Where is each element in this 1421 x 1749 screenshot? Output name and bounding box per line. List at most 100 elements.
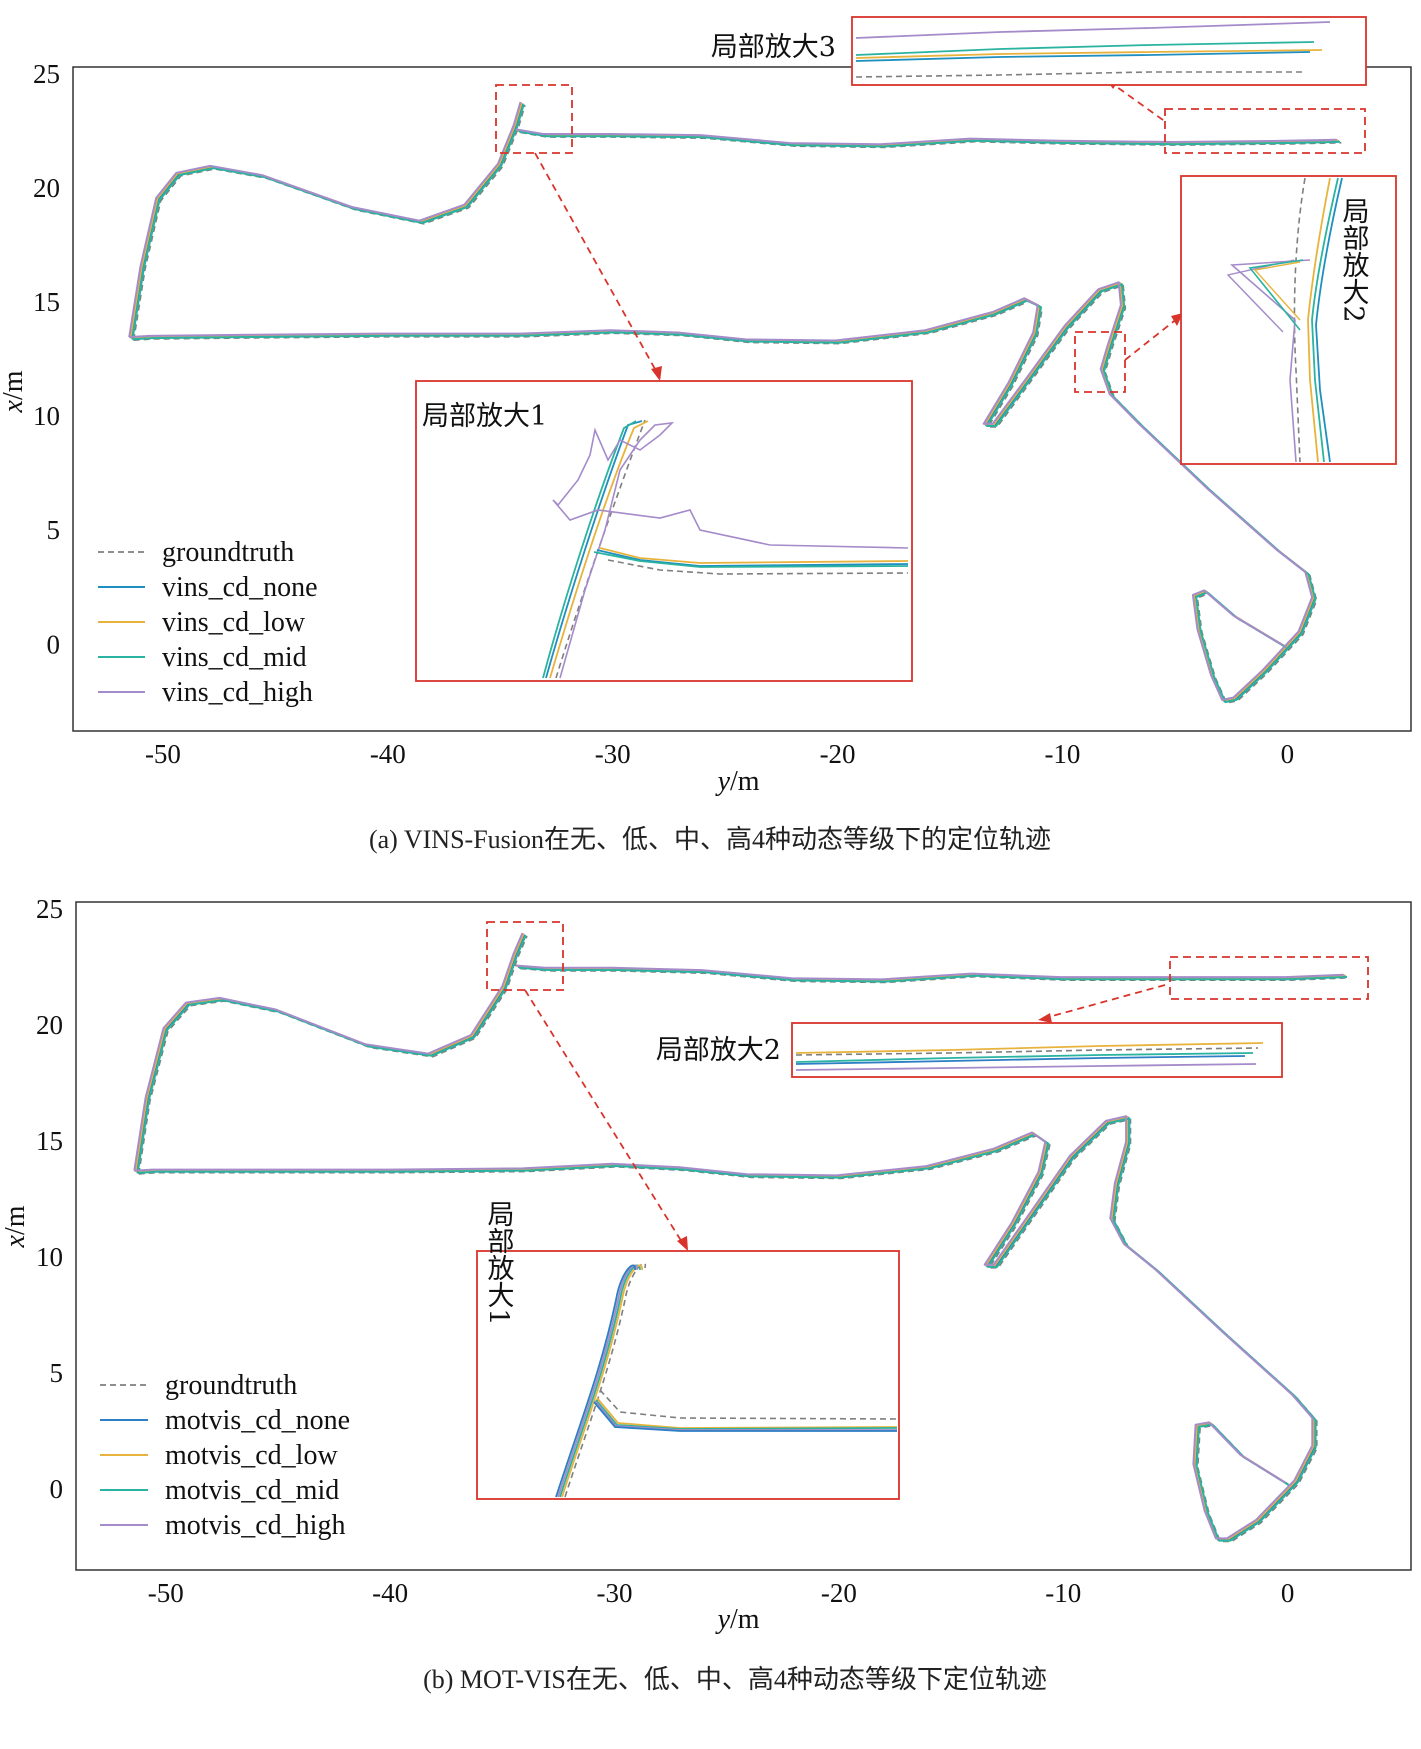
x-tick-label: -20 bbox=[821, 1578, 857, 1608]
arrowhead-1-b bbox=[677, 1236, 688, 1251]
zoom-region-1-a bbox=[495, 84, 573, 154]
x-tick-labels-a: -50 -40 -30 -20 -10 0 bbox=[145, 739, 1294, 769]
zoom-region-3-a bbox=[1164, 108, 1366, 154]
panel-a: -50 -40 -30 -20 -10 0 0 5 10 15 20 25 y /m x /m (a… bbox=[0, 16, 1412, 854]
y-axis-label-b-unit: /m bbox=[0, 1205, 31, 1235]
x-tick-label: -50 bbox=[145, 739, 181, 769]
arrowhead-1-a bbox=[651, 366, 662, 381]
series-line-vins_cd_none bbox=[130, 103, 524, 339]
x-tick-label: -10 bbox=[1044, 739, 1080, 769]
zoom-inset-frame-2-a bbox=[1180, 175, 1397, 465]
trajectory-lines-b bbox=[133, 932, 1349, 1543]
y-tick-label: 5 bbox=[50, 1358, 64, 1388]
legend-label-high-b: motvis_cd_high bbox=[165, 1510, 345, 1541]
zoom-arrows-b bbox=[524, 984, 1166, 1248]
legend-label-high-a: vins_cd_high bbox=[162, 677, 313, 708]
x-axis-label-b-unit: /m bbox=[730, 1604, 760, 1635]
x-tick-label: -30 bbox=[596, 1578, 632, 1608]
y-axis-label-a-var: x bbox=[0, 399, 29, 413]
zoom-label-3-a: 局部放大3 bbox=[711, 32, 836, 63]
zoom-label-1-a: 局部放大1 bbox=[422, 401, 547, 432]
x-tick-label: 0 bbox=[1281, 739, 1295, 769]
caption-b: (b) MOT-VIS在无、低、中、高4种动态等级下定位轨迹 bbox=[423, 1665, 1047, 1694]
y-tick-label: 10 bbox=[36, 1242, 63, 1272]
zoom-label-1-b: 局部放大1 bbox=[483, 1200, 515, 1325]
series-line-groundtruth bbox=[138, 935, 528, 1175]
zoom-arrow-3-a bbox=[1109, 81, 1164, 121]
x-tick-label: -20 bbox=[820, 739, 856, 769]
zoom-inset-2-a: 局部放大2 bbox=[1180, 175, 1397, 465]
caption-a: (a) VINS-Fusion在无、低、中、高4种动态等级下的定位轨迹 bbox=[369, 825, 1051, 854]
legend-label-mid-a: vins_cd_mid bbox=[162, 642, 307, 673]
zoom-label-2-b: 局部放大2 bbox=[656, 1035, 781, 1066]
legend-label-none-a: vins_cd_none bbox=[162, 572, 318, 603]
series-line-vins_cd_mid bbox=[132, 283, 1317, 704]
series-line-motvis_cd_mid bbox=[519, 966, 1348, 983]
zoom-arrow-2-b bbox=[1044, 984, 1166, 1019]
legend-label-groundtruth-a: groundtruth bbox=[162, 537, 294, 568]
x-axis-label-b-var: y bbox=[715, 1604, 731, 1635]
y-tick-label: 15 bbox=[33, 287, 60, 317]
zoom-arrow-1-b bbox=[524, 989, 686, 1248]
y-tick-label: 0 bbox=[50, 1474, 64, 1504]
zoom-arrowheads-a bbox=[651, 79, 1183, 381]
y-tick-label: 0 bbox=[47, 629, 61, 659]
series-line-vins_cd_high bbox=[129, 281, 1314, 701]
series-line-vins_cd_high bbox=[128, 101, 522, 338]
x-tick-label: -10 bbox=[1045, 1578, 1081, 1608]
y-tick-label: 25 bbox=[33, 59, 60, 89]
x-axis-label-a-unit: /m bbox=[730, 766, 760, 797]
zoom-region-2-b bbox=[1169, 956, 1369, 1000]
legend-label-low-a: vins_cd_low bbox=[162, 607, 306, 638]
y-tick-label: 20 bbox=[36, 1010, 63, 1040]
zoom-inset-frame-2-b bbox=[791, 1022, 1283, 1078]
series-line-motvis_cd_high bbox=[134, 1115, 1314, 1540]
series-line-vins_cd_high bbox=[515, 128, 1337, 146]
series-line-motvis_cd_none bbox=[135, 934, 526, 1173]
x-axis-label-a-var: y bbox=[715, 766, 731, 797]
zoom-inset-3-a: 局部放大3 bbox=[711, 16, 1367, 86]
series-line-motvis_cd_high bbox=[515, 964, 1344, 981]
y-axis-label-a-unit: /m bbox=[0, 370, 29, 400]
y-tick-label: 5 bbox=[47, 515, 61, 545]
zoom-inset-1-a: 局部放大1 bbox=[415, 380, 913, 682]
legend-b: groundtruth motvis_cd_none motvis_cd_low… bbox=[100, 1370, 350, 1541]
y-tick-label: 10 bbox=[33, 401, 60, 431]
x-tick-label: -40 bbox=[370, 739, 406, 769]
x-tick-labels-b: -50 -40 -30 -20 -10 0 bbox=[148, 1578, 1295, 1608]
legend-a: groundtruth vins_cd_none vins_cd_low vin… bbox=[98, 537, 318, 708]
legend-label-groundtruth-b: groundtruth bbox=[165, 1370, 297, 1401]
zoom-inset-1-b: 局部放大1 bbox=[476, 1200, 900, 1500]
x-tick-label: 0 bbox=[1281, 1578, 1295, 1608]
y-tick-label: 20 bbox=[33, 173, 60, 203]
legend-label-none-b: motvis_cd_none bbox=[165, 1405, 350, 1436]
zoom-region-1-b bbox=[486, 921, 564, 991]
series-line-vins_cd_low bbox=[129, 102, 523, 338]
y-tick-label: 15 bbox=[36, 1126, 63, 1156]
x-tick-label: -30 bbox=[595, 739, 631, 769]
trajectory-lines-a bbox=[128, 101, 1342, 704]
zoom-arrow-2-a bbox=[1124, 317, 1179, 361]
zoom-region-2-a bbox=[1074, 331, 1126, 393]
legend-label-low-b: motvis_cd_low bbox=[165, 1440, 338, 1471]
zoom-arrow-1-a bbox=[534, 152, 661, 379]
plot-frame-b bbox=[75, 901, 1412, 1571]
x-tick-label: -40 bbox=[372, 1578, 408, 1608]
plot-frame-a bbox=[72, 66, 1412, 732]
series-line-motvis_cd_mid bbox=[137, 1117, 1317, 1542]
zoom-inset-frame-1-b bbox=[476, 1250, 900, 1500]
y-axis-label-b-var: x bbox=[0, 1234, 31, 1248]
panel-b: -50 -40 -30 -20 -10 0 0 5 10 15 20 25 y /m x /m (b… bbox=[0, 894, 1412, 1694]
zoom-label-2-a: 局部放大2 bbox=[1338, 197, 1370, 322]
x-tick-label: -50 bbox=[148, 1578, 184, 1608]
arrowhead-2-a bbox=[1171, 313, 1183, 326]
series-line-groundtruth bbox=[132, 104, 526, 341]
arrowhead-2-b bbox=[1038, 1013, 1052, 1023]
series-line-motvis_cd_high bbox=[133, 932, 524, 1171]
y-tick-labels-b: 0 5 10 15 20 25 bbox=[36, 894, 63, 1504]
zoom-arrows-a bbox=[534, 81, 1179, 379]
series-line-vins_cd_mid bbox=[131, 103, 525, 340]
y-tick-labels-a: 0 5 10 15 20 25 bbox=[33, 59, 60, 659]
zoom-arrowheads-b bbox=[677, 1013, 1052, 1251]
